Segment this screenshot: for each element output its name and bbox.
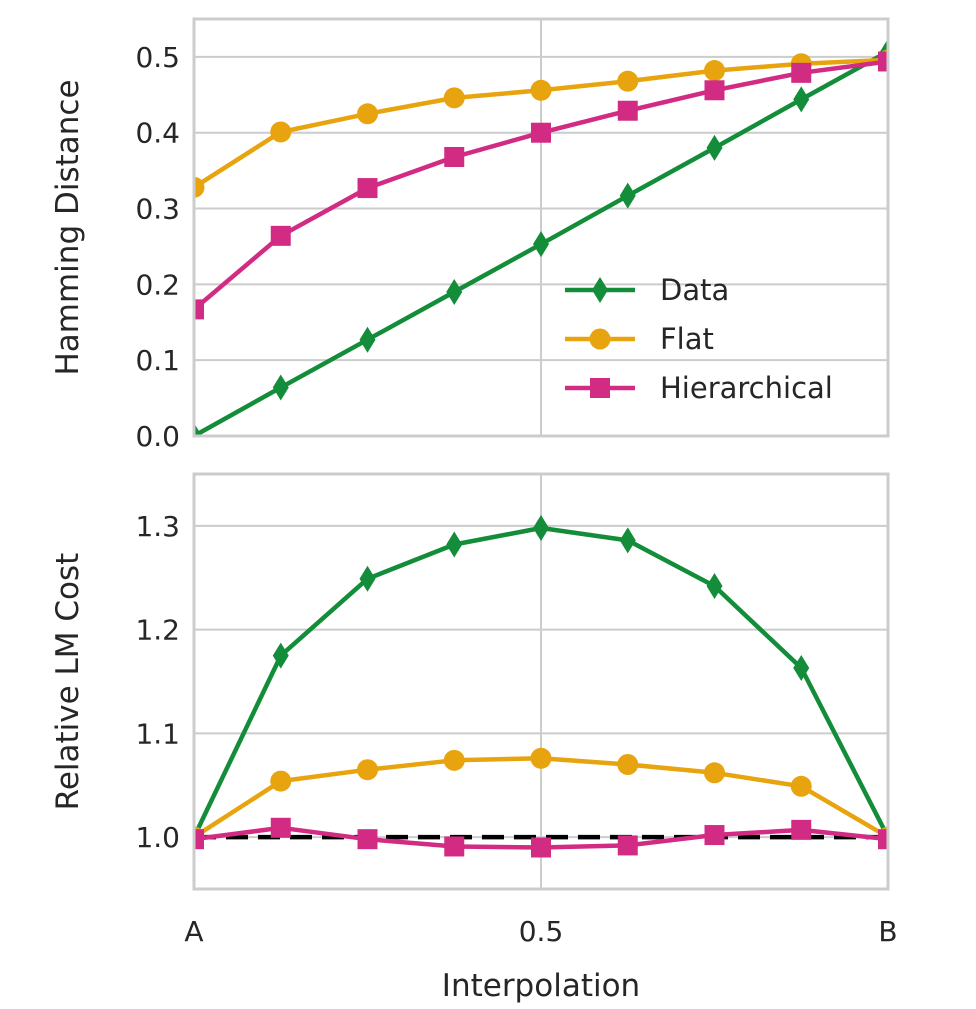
legend-label: Flat (660, 322, 714, 356)
data-point-data (619, 182, 636, 209)
data-point-hierarchical (617, 100, 638, 121)
data-point-flat (443, 749, 465, 771)
data-point-flat (357, 759, 378, 781)
data-point-hierarchical (194, 829, 204, 850)
x-tick-label: B (878, 915, 897, 948)
y-tick-label: 0.2 (135, 268, 180, 301)
data-point-hierarchical (791, 819, 812, 840)
data-point-hierarchical (270, 225, 291, 246)
data-point-flat (530, 79, 552, 101)
series-data (194, 514, 888, 851)
data-point-data (359, 565, 376, 592)
data-point-data (706, 573, 723, 600)
data-point-data (272, 642, 289, 669)
data-point-hierarchical (704, 825, 725, 846)
data-point-hierarchical (878, 829, 888, 850)
series-data (194, 38, 888, 436)
data-point-data (359, 326, 376, 353)
data-point-hierarchical (617, 835, 638, 856)
y-axis-label: Hamming Distance (50, 79, 86, 375)
data-point-hierarchical (878, 51, 888, 72)
legend-marker-circle (589, 328, 611, 350)
legend-item-flat: Flat (565, 322, 714, 356)
legend-marker-diamond (592, 277, 608, 303)
data-point-flat (704, 762, 725, 784)
data-point-flat (704, 60, 725, 82)
y-tick-label: 0.4 (135, 117, 180, 150)
data-point-data (793, 655, 810, 682)
data-point-data (272, 374, 289, 401)
y-tick-label: 0.0 (135, 420, 180, 453)
y-tick-label: 1.1 (135, 717, 180, 750)
top-panel-hamming-distance: 0.0 0.1 0.2 0.3 0.4 0.5 Hamming Distance Data Fl… (50, 17, 890, 453)
data-point-hierarchical (444, 146, 465, 167)
data-point-hierarchical (531, 837, 551, 858)
y-axis-label: Relative LM Cost (50, 553, 86, 811)
data-point-hierarchical (791, 62, 812, 83)
data-point-flat (357, 103, 378, 125)
data-point-hierarchical (194, 299, 204, 320)
data-point-data (194, 423, 202, 436)
legend-item-data: Data (565, 273, 729, 307)
data-point-flat (194, 176, 205, 198)
data-point-flat (270, 770, 292, 792)
y-tick-label: 0.5 (135, 41, 180, 74)
legend-label: Hierarchical (660, 371, 833, 405)
data-point-data (619, 527, 636, 554)
data-point-hierarchical (270, 817, 291, 838)
y-tick-label: 1.2 (135, 614, 180, 647)
data-point-hierarchical (444, 836, 465, 857)
data-point-data (446, 531, 463, 558)
data-point-data (533, 514, 549, 541)
bottom-panel-relative-lm-cost: 1.0 1.1 1.2 1.3 Relative LM Cost A 0.5 B Interpo… (50, 472, 898, 1004)
plot-area (194, 38, 888, 436)
legend-label: Data (660, 273, 729, 307)
series-hierarchical (194, 51, 888, 320)
data-point-flat (443, 87, 465, 109)
axes-frame (192, 17, 890, 438)
data-point-flat (617, 754, 639, 775)
data-point-hierarchical (704, 80, 725, 101)
plot-area (194, 514, 888, 858)
x-tick-label: A (184, 915, 203, 948)
x-axis-label: Interpolation (442, 968, 640, 1004)
legend-item-hierarchical: Hierarchical (565, 371, 833, 405)
y-tick-label: 1.3 (135, 510, 180, 543)
data-point-data (446, 278, 463, 305)
y-tick-label: 1.0 (135, 821, 180, 854)
data-point-flat (790, 775, 812, 797)
data-point-flat (270, 121, 292, 143)
data-point-hierarchical (357, 829, 378, 850)
y-tick-label: 0.1 (135, 344, 180, 377)
y-tick-label: 0.3 (135, 193, 180, 226)
x-tick-label: 0.5 (519, 915, 564, 948)
data-point-hierarchical (531, 122, 551, 143)
series-hierarchical (194, 817, 888, 858)
axes-frame (192, 472, 890, 891)
data-point-flat (617, 70, 639, 92)
data-point-flat (530, 747, 552, 769)
data-point-hierarchical (357, 178, 378, 199)
data-point-data (533, 231, 549, 258)
legend-marker-square (590, 378, 610, 398)
data-point-data (706, 134, 723, 161)
legend: Data Flat Hierarchical (565, 273, 833, 405)
data-point-data (793, 86, 810, 113)
